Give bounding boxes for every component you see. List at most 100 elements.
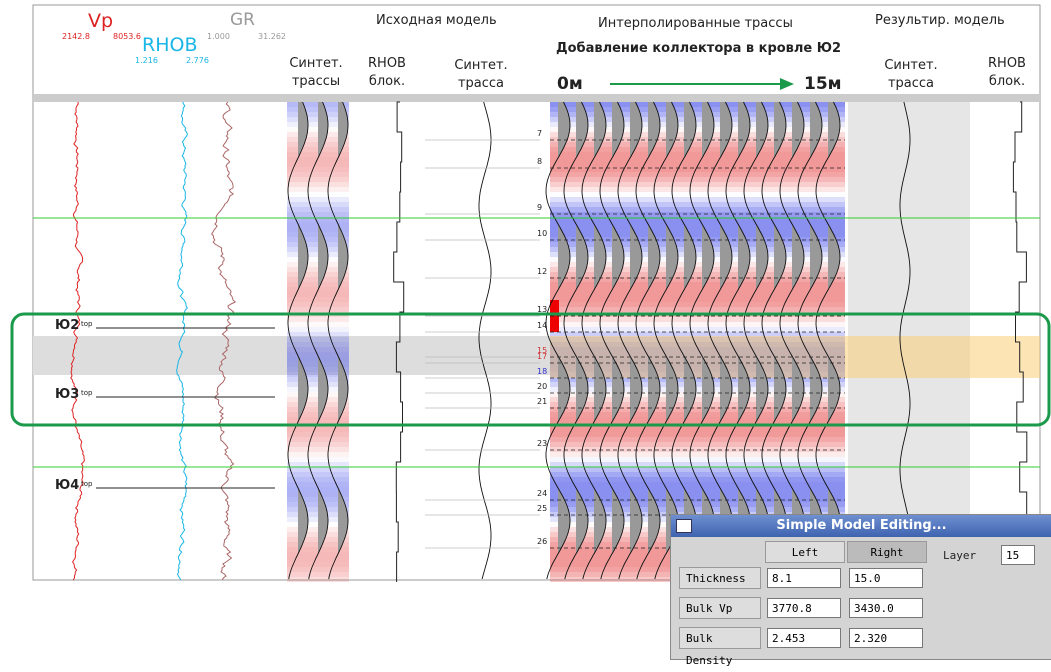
gr-min: 1.000 bbox=[207, 32, 230, 41]
horizon-name: Ю4 bbox=[55, 478, 79, 493]
band bbox=[550, 327, 845, 332]
vp-min: 2142.8 bbox=[62, 32, 90, 41]
gr-label: GR bbox=[230, 10, 255, 30]
column-line: Синтет. bbox=[285, 55, 347, 73]
band bbox=[287, 327, 349, 332]
layer-number: 26 bbox=[537, 537, 547, 546]
band bbox=[287, 562, 349, 567]
band bbox=[287, 162, 349, 167]
band bbox=[287, 212, 349, 217]
page: Vp 2142.8 8053.6 RHOB 1.216 2.776 GR 1.0… bbox=[0, 0, 1051, 658]
horizon-name: Ю3 bbox=[55, 387, 79, 402]
column-header: RHOBблок. bbox=[978, 55, 1036, 91]
band bbox=[287, 467, 349, 472]
layer-number: 10 bbox=[537, 229, 547, 238]
band bbox=[287, 447, 349, 452]
band bbox=[287, 177, 349, 182]
layer-number: 23 bbox=[537, 439, 547, 448]
band bbox=[287, 192, 349, 197]
band bbox=[550, 447, 845, 452]
right-input[interactable]: 15.0 bbox=[849, 568, 923, 588]
column-line: RHOB bbox=[978, 55, 1036, 73]
layer-input[interactable]: 15 bbox=[1001, 545, 1035, 565]
vp-label: Vp bbox=[88, 10, 113, 32]
band bbox=[287, 172, 349, 177]
band bbox=[550, 452, 845, 457]
band bbox=[287, 342, 349, 347]
band bbox=[550, 457, 845, 462]
subtitle: Добавление коллектора в кровле Ю2 bbox=[556, 41, 841, 56]
band bbox=[550, 432, 845, 437]
dialog: Simple Model Editing... Left Right Layer… bbox=[670, 514, 1051, 660]
layer-label: Layer bbox=[943, 549, 976, 562]
layer-number: 14 bbox=[537, 321, 547, 330]
dialog-title: Simple Model Editing... bbox=[671, 515, 1051, 537]
horizon-name: Ю2 bbox=[55, 318, 79, 333]
vp-max: 8053.6 bbox=[113, 32, 141, 41]
row-label: Bulk Vp bbox=[679, 597, 761, 619]
horizon-suffix: top bbox=[81, 320, 92, 328]
band bbox=[287, 477, 349, 482]
column-line: блок. bbox=[362, 73, 412, 91]
column-line: RHOB bbox=[362, 55, 412, 73]
column-label: Left bbox=[765, 541, 845, 563]
band bbox=[550, 182, 845, 187]
band bbox=[287, 457, 349, 462]
layer-number: 7 bbox=[537, 129, 542, 138]
band bbox=[550, 192, 845, 197]
band bbox=[550, 462, 845, 467]
band bbox=[287, 302, 349, 307]
column-line: Синтет. bbox=[450, 57, 512, 75]
band bbox=[550, 482, 845, 487]
band bbox=[287, 197, 349, 202]
band bbox=[287, 317, 349, 322]
band bbox=[287, 337, 349, 342]
band bbox=[287, 167, 349, 172]
section-title: Исходная модель bbox=[376, 13, 497, 28]
band bbox=[287, 427, 349, 432]
right-input[interactable]: 2.320 bbox=[849, 628, 923, 648]
band bbox=[550, 322, 845, 327]
column-header: RHOBблок. bbox=[362, 55, 412, 91]
band bbox=[287, 577, 349, 582]
row-label: Bulk Density bbox=[679, 627, 761, 649]
band bbox=[550, 197, 845, 202]
section-title: Интерполированные трассы bbox=[598, 16, 793, 31]
end-label: 15м bbox=[804, 74, 842, 94]
layer-number: 12 bbox=[537, 267, 547, 276]
start-label: 0м bbox=[557, 74, 583, 94]
band bbox=[287, 462, 349, 467]
left-input[interactable]: 2.453 bbox=[767, 628, 841, 648]
layer-number: 17 bbox=[537, 352, 547, 361]
rhob-min: 1.216 bbox=[135, 56, 158, 65]
band bbox=[287, 202, 349, 207]
left-input[interactable]: 3770.8 bbox=[767, 598, 841, 618]
left-input[interactable]: 8.1 bbox=[767, 568, 841, 588]
band bbox=[550, 302, 845, 307]
band bbox=[550, 442, 845, 447]
column-line: блок. bbox=[978, 73, 1036, 91]
band bbox=[287, 307, 349, 312]
right-input[interactable]: 3430.0 bbox=[849, 598, 923, 618]
dialog-menu-button[interactable] bbox=[676, 519, 692, 533]
layer-number: 18 bbox=[537, 367, 547, 376]
band bbox=[550, 187, 845, 192]
band bbox=[287, 432, 349, 437]
column-line: трасса bbox=[450, 75, 512, 93]
band bbox=[550, 207, 845, 212]
band bbox=[287, 297, 349, 302]
band bbox=[550, 317, 845, 322]
column-line: трасса bbox=[880, 75, 942, 93]
band bbox=[287, 437, 349, 442]
header-bar bbox=[33, 94, 1040, 102]
column-label: Right bbox=[847, 541, 927, 563]
row-label: Thickness bbox=[679, 567, 761, 589]
layer-number: 20 bbox=[537, 382, 547, 391]
rhob-max: 2.776 bbox=[186, 56, 209, 65]
band bbox=[287, 472, 349, 477]
layer-number: 9 bbox=[537, 203, 542, 212]
gr-max: 31.262 bbox=[258, 32, 286, 41]
layer-number: 13 bbox=[537, 305, 547, 314]
layer-number: 24 bbox=[537, 489, 547, 498]
band bbox=[550, 472, 845, 477]
